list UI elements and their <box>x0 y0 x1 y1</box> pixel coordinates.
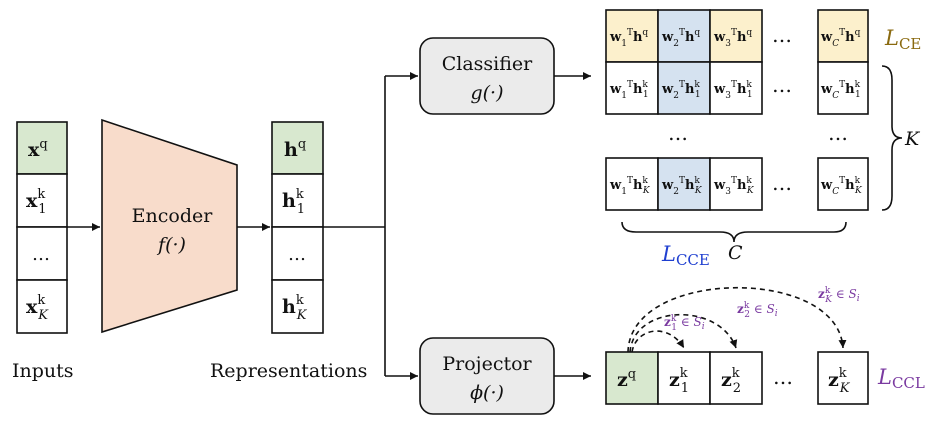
representations-column: hq hk 1 … hk K <box>271 121 324 334</box>
logit-row-query: w1Thq w2Thq w3Thq wCThq … <box>605 9 869 63</box>
representations-caption: Representations <box>210 360 367 382</box>
logit-cell <box>605 61 659 115</box>
logit-cell <box>657 61 711 115</box>
logit-cell <box>605 157 659 211</box>
z-cell-2 <box>709 351 763 405</box>
rep-cell-dots <box>271 226 324 281</box>
projector-title: Projector <box>442 353 532 375</box>
logit-cell <box>709 61 763 115</box>
logit-mid-ellipsis: … <box>828 121 848 145</box>
projector-fn: ϕ(·) <box>470 382 504 404</box>
arc-to-zK <box>627 286 847 353</box>
arc-label-1: zk 1 ∈ Si <box>664 314 705 333</box>
logit-cell <box>817 9 869 63</box>
input-cell-1 <box>16 173 68 228</box>
input-ellipsis: … <box>32 244 50 265</box>
rep-cell-K <box>271 279 324 334</box>
input-cell-K <box>16 279 68 334</box>
label-C: C <box>728 242 743 264</box>
input-cell-query <box>16 121 68 175</box>
label-K: K <box>904 128 921 150</box>
rep-h1k: hk 1 <box>282 187 305 217</box>
label-L-CCE: LCCE <box>661 242 710 269</box>
rep-cell-query <box>271 121 324 175</box>
logit-cell <box>817 61 869 115</box>
logit-cell <box>709 9 763 63</box>
arc-to-z1 <box>631 330 685 353</box>
rep-cell-1 <box>271 173 324 228</box>
logit-cell <box>605 9 659 63</box>
z-cell-K <box>817 351 869 405</box>
arc-to-z2 <box>629 313 738 353</box>
logit-row-first: w1Thk 1 w2Thk 1 w3Thk 1 wCThk 1 … <box>605 61 869 115</box>
projection-row: zq zk 1 zk 2 zk K … <box>605 351 869 405</box>
z-2k: zk 2 <box>721 366 741 396</box>
arc-label-K: zk K ∈ Si <box>818 286 860 305</box>
label-L-CCL: LCCL <box>877 365 925 392</box>
z-1k: zk 1 <box>669 366 689 396</box>
logit-row-ellipsis: … <box>772 171 792 195</box>
classifier-title: Classifier <box>442 53 533 75</box>
input-x1k: xk 1 <box>26 187 47 217</box>
encoder-block <box>101 118 238 334</box>
logit-mid-ellipsis: … <box>668 121 688 145</box>
logit-row-ellipsis: … <box>772 23 792 47</box>
logit-cell <box>817 157 869 211</box>
z-cell-1 <box>657 351 711 405</box>
rep-ellipsis: … <box>288 244 306 265</box>
z-ellipsis: … <box>773 365 793 389</box>
encoder-title: Encoder <box>132 205 214 227</box>
logit-cell <box>709 157 763 211</box>
brace-C <box>621 221 847 243</box>
logit-row-ellipsis: … <box>772 73 792 97</box>
arc-label-2: zk 2 ∈ Si <box>737 301 778 320</box>
inputs-column: xq xk 1 … xk K <box>16 121 68 334</box>
input-xKk: xk K <box>26 293 49 323</box>
encoder-fn: f(·) <box>156 234 186 256</box>
logit-cell <box>657 157 711 211</box>
label-L-CE: LCE <box>884 26 921 53</box>
z-Kk: zk K <box>828 366 851 396</box>
classifier-fn: g(·) <box>470 82 503 104</box>
inputs-caption: Inputs <box>12 360 74 382</box>
logit-row-last: w1Thk K w2Thk K w3Thk K wCThk K … <box>605 157 869 211</box>
brace-K <box>881 65 903 211</box>
